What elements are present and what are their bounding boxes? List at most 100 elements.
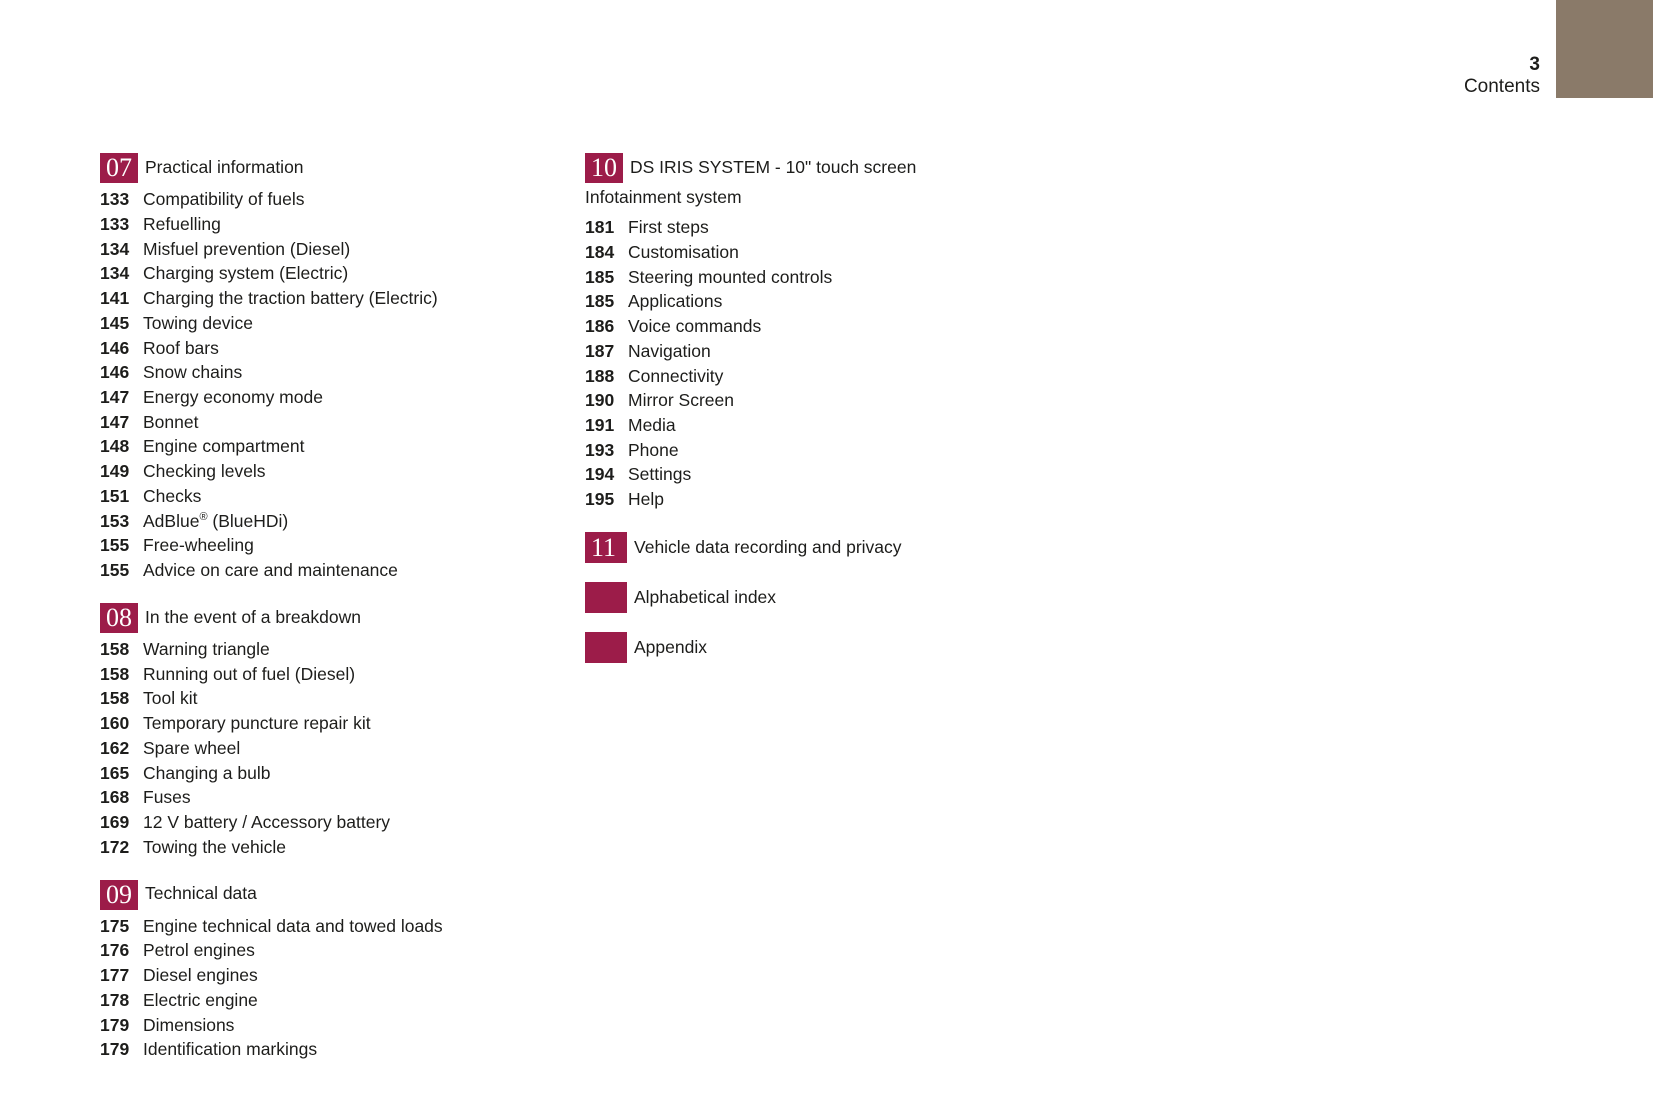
toc-entry[interactable]: 148 Engine compartment: [100, 434, 565, 459]
entry-label: Free-wheeling: [143, 535, 254, 556]
special-section-row[interactable]: Appendix: [585, 631, 1005, 663]
section-entry-list: 133 Compatibility of fuels 133 Refuelling 13…: [100, 187, 565, 582]
toc-entry[interactable]: 176 Petrol engines: [100, 938, 565, 963]
section-title: Technical data: [145, 883, 257, 904]
entry-label: Towing device: [143, 312, 253, 333]
entry-label: Voice commands: [628, 316, 762, 337]
entry-label: Misfuel prevention (Diesel): [143, 238, 351, 259]
toc-entry[interactable]: 187 Navigation: [585, 339, 1005, 364]
toc-entry[interactable]: 194 Settings: [585, 462, 1005, 487]
entry-label: Electric engine: [143, 989, 258, 1010]
entry-page-number: 177: [100, 965, 130, 986]
toc-entry[interactable]: 179 Identification markings: [100, 1037, 565, 1062]
entry-label: Spare wheel: [143, 737, 241, 758]
toc-entry[interactable]: 158 Tool kit: [100, 686, 565, 711]
toc-entry[interactable]: 168 Fuses: [100, 785, 565, 810]
toc-entry[interactable]: 133 Refuelling: [100, 212, 565, 237]
entry-page-number: 179: [100, 1014, 130, 1035]
entry-page-number: 185: [585, 291, 615, 312]
entry-label: Diesel engines: [143, 965, 258, 986]
section-title: Practical information: [145, 157, 304, 177]
entry-label: Snow chains: [143, 362, 243, 383]
entry-page-number: 187: [585, 340, 615, 361]
toc-entry[interactable]: 181 First steps: [585, 215, 1005, 240]
entry-label: Compatibility of fuels: [143, 189, 305, 210]
toc-entry[interactable]: 151 Checks: [100, 484, 565, 509]
section-header[interactable]: 09 Technical data: [100, 879, 565, 910]
entry-page-number: 184: [585, 242, 615, 263]
entry-label: Towing the vehicle: [143, 836, 286, 857]
toc-entry[interactable]: 184 Customisation: [585, 240, 1005, 265]
entry-page-number: 151: [100, 485, 130, 506]
toc-entry[interactable]: 146 Snow chains: [100, 360, 565, 385]
section-number-badge: 07: [100, 153, 138, 184]
entry-label: Engine compartment: [143, 436, 305, 457]
toc-entry[interactable]: 185 Applications: [585, 289, 1005, 314]
toc-entry[interactable]: 134 Misfuel prevention (Diesel): [100, 237, 565, 262]
toc-entry[interactable]: 133 Compatibility of fuels: [100, 187, 565, 212]
entry-page-number: 155: [100, 559, 130, 580]
toc-entry[interactable]: 179 Dimensions: [100, 1013, 565, 1038]
toc-entry[interactable]: 165 Changing a bulb: [100, 761, 565, 786]
toc-entry[interactable]: 146 Roof bars: [100, 336, 565, 361]
toc-entry[interactable]: 134 Charging system (Electric): [100, 261, 565, 286]
toc-entry[interactable]: 193 Phone: [585, 438, 1005, 463]
special-section-label: Vehicle data recording and privacy: [634, 536, 902, 557]
entry-label: Applications: [628, 291, 723, 312]
entry-page-number: 185: [585, 266, 615, 287]
special-section-label: Alphabetical index: [634, 586, 777, 607]
section-entry-list: 175 Engine technical data and towed loads…: [100, 914, 565, 1062]
entry-page-number: 134: [100, 263, 130, 284]
toc-entry[interactable]: 175 Engine technical data and towed loads: [100, 914, 565, 939]
entry-label: 12 V battery / Accessory battery: [143, 811, 391, 832]
toc-entry[interactable]: 147 Energy economy mode: [100, 385, 565, 410]
toc-entry[interactable]: 178 Electric engine: [100, 988, 565, 1013]
entry-page-number: 155: [100, 535, 130, 556]
toc-entry[interactable]: 190 Mirror Screen: [585, 388, 1005, 413]
entry-label: Mirror Screen: [628, 390, 734, 411]
toc-entry[interactable]: 155 Advice on care and maintenance: [100, 558, 565, 583]
entry-page-number: 169: [100, 811, 130, 832]
page-header: 3 Contents: [1464, 54, 1540, 98]
toc-entry[interactable]: 169 12 V battery / Accessory battery: [100, 810, 565, 835]
entry-label: Identification markings: [143, 1039, 318, 1060]
toc-entry[interactable]: 153 AdBlue® (BlueHDi): [100, 509, 565, 534]
toc-entry[interactable]: 160 Temporary puncture repair kit: [100, 711, 565, 736]
toc-entry[interactable]: 172 Towing the vehicle: [100, 835, 565, 860]
entry-page-number: 176: [100, 940, 130, 961]
section-badge-blank: [585, 581, 627, 613]
entry-page-number: 191: [585, 415, 615, 435]
entry-page-number: 172: [100, 836, 130, 857]
entry-page-number: 146: [100, 337, 130, 358]
entry-label: Advice on care and maintenance: [143, 559, 398, 580]
section-header[interactable]: 08 In the event of a breakdown: [100, 603, 565, 633]
special-sections: 11 Vehicle data recording and privacy Alph…: [585, 531, 1005, 663]
toc-entry[interactable]: 158 Running out of fuel (Diesel): [100, 662, 565, 687]
toc-entry[interactable]: 162 Spare wheel: [100, 736, 565, 761]
section-header[interactable]: 10 DS IRIS SYSTEM - 10" touch screen Info…: [585, 153, 1005, 211]
toc-section-07: 07 Practical information 133 Compatibility …: [100, 153, 565, 583]
toc-entry[interactable]: 149 Checking levels: [100, 459, 565, 484]
entry-label: Media: [628, 415, 676, 435]
toc-entry[interactable]: 186 Voice commands: [585, 314, 1005, 339]
entry-page-number: 158: [100, 688, 130, 709]
toc-entry[interactable]: 185 Steering mounted controls: [585, 265, 1005, 290]
entry-label: Dimensions: [143, 1014, 235, 1035]
toc-entry[interactable]: 145 Towing device: [100, 311, 565, 336]
toc-entry[interactable]: 147 Bonnet: [100, 410, 565, 435]
toc-entry[interactable]: 155 Free-wheeling: [100, 533, 565, 558]
special-section-row[interactable]: Alphabetical index: [585, 581, 1005, 613]
entry-label: Running out of fuel (Diesel): [143, 663, 356, 684]
section-header[interactable]: 07 Practical information: [100, 153, 565, 184]
toc-entry[interactable]: 188 Connectivity: [585, 364, 1005, 389]
toc-entry[interactable]: 141 Charging the traction battery (Electr…: [100, 286, 565, 311]
toc-entry[interactable]: 191 Media: [585, 413, 1005, 438]
entry-page-number: 153: [100, 510, 130, 531]
toc-entry[interactable]: 158 Warning triangle: [100, 637, 565, 662]
section-entry-list: 158 Warning triangle 158 Running out of fue…: [100, 637, 565, 859]
entry-label: Refuelling: [143, 214, 221, 235]
toc-entry[interactable]: 177 Diesel engines: [100, 963, 565, 988]
toc-entry[interactable]: 195 Help: [585, 487, 1005, 512]
special-section-row[interactable]: 11 Vehicle data recording and privacy: [585, 531, 1005, 563]
entry-page-number: 165: [100, 762, 130, 783]
